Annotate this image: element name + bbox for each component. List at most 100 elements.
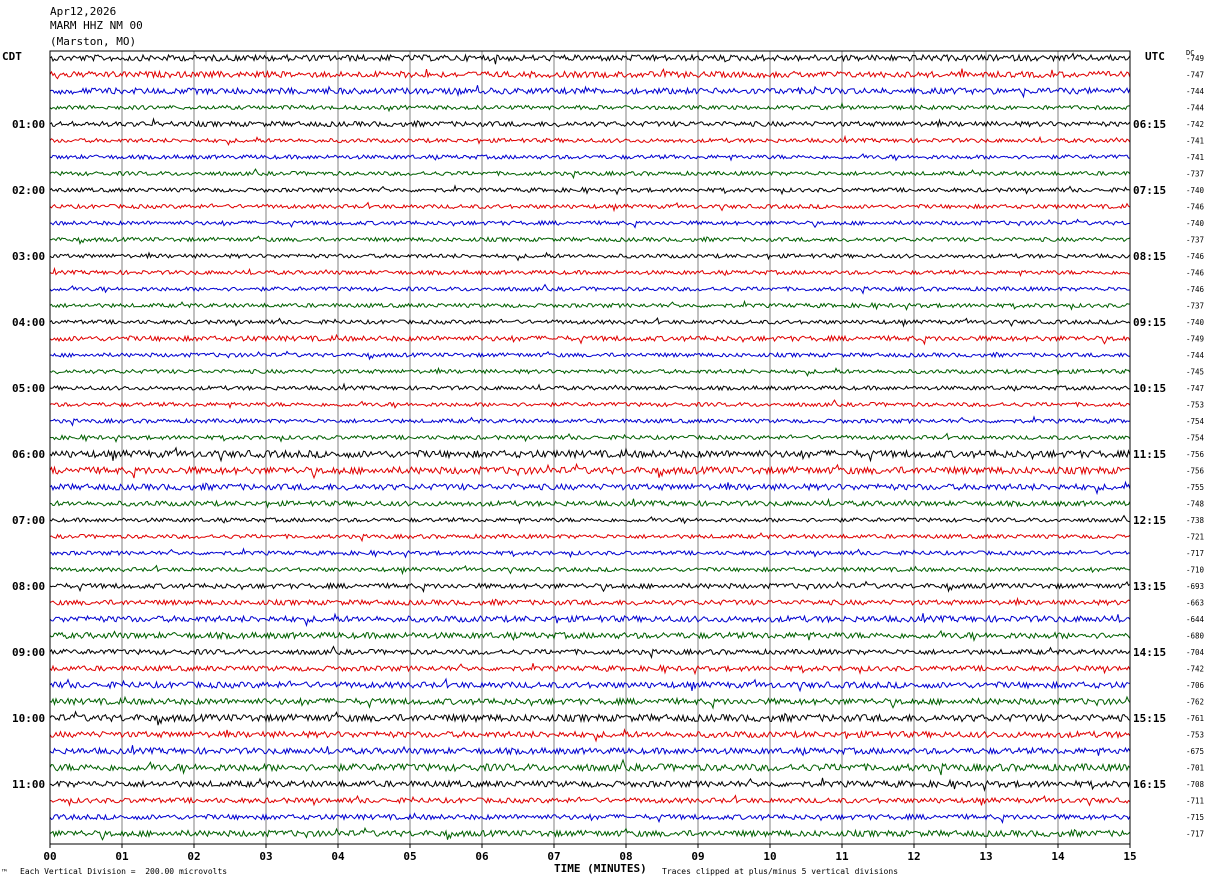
dc-offset-0: -749 — [1186, 54, 1204, 63]
trace-24 — [49, 446, 1131, 463]
dc-offset-3: -744 — [1186, 104, 1205, 113]
dc-offset-33: -663 — [1186, 599, 1204, 608]
dc-offset-27: -748 — [1186, 500, 1205, 509]
right-hour-label-9: 15:15 — [1133, 712, 1166, 725]
trace-36 — [49, 645, 1131, 660]
trace-45 — [49, 794, 1131, 807]
trace-13 — [49, 266, 1131, 278]
trace-34 — [49, 612, 1131, 628]
trace-23 — [49, 432, 1131, 443]
dc-offset-9: -746 — [1186, 203, 1205, 212]
dc-offset-12: -746 — [1186, 252, 1205, 261]
trace-28 — [49, 514, 1131, 525]
trace-8 — [49, 184, 1131, 196]
left-hour-label-3: 04:00 — [12, 316, 45, 329]
trace-27 — [49, 497, 1131, 509]
left-hour-label-6: 07:00 — [12, 514, 45, 527]
trace-30 — [49, 547, 1131, 559]
plot-frame — [49, 50, 1131, 845]
dc-offset-15: -737 — [1186, 302, 1204, 311]
right-hour-label-5: 11:15 — [1133, 448, 1166, 461]
trace-25 — [49, 462, 1131, 480]
x-tick-label-09: 09 — [691, 850, 704, 863]
left-hour-label-2: 03:00 — [12, 250, 45, 263]
dc-offset-21: -753 — [1186, 401, 1204, 410]
trace-33 — [49, 596, 1131, 607]
trace-37 — [49, 663, 1131, 676]
trace-3 — [49, 101, 1130, 113]
trace-9 — [49, 201, 1131, 213]
right-hour-label-2: 08:15 — [1133, 250, 1166, 263]
corner-mark: ™ — [2, 868, 7, 877]
dc-offset-45: -711 — [1186, 797, 1204, 806]
dc-offset-10: -740 — [1186, 219, 1205, 228]
trace-21 — [49, 399, 1131, 410]
dc-offset-7: -737 — [1186, 170, 1204, 179]
x-tick-label-07: 07 — [547, 850, 560, 863]
dc-offset-40: -761 — [1186, 714, 1204, 723]
dc-offset-31: -710 — [1186, 566, 1205, 575]
right-hour-label-6: 12:15 — [1133, 514, 1166, 527]
trace-18 — [49, 350, 1130, 361]
dc-offset-6: -741 — [1186, 153, 1204, 162]
x-tick-label-06: 06 — [475, 850, 489, 863]
dc-offset-20: -747 — [1186, 384, 1204, 393]
x-tick-label-03: 03 — [259, 850, 272, 863]
trace-47 — [49, 826, 1131, 841]
right-hour-label-8: 14:15 — [1133, 646, 1166, 659]
scale-note: Each Vertical Division = 200.00 microvol… — [20, 867, 228, 876]
x-tick-label-14: 14 — [1051, 850, 1065, 863]
trace-20 — [49, 382, 1131, 392]
trace-17 — [49, 333, 1131, 346]
x-tick-label-11: 11 — [835, 850, 849, 863]
trace-31 — [49, 564, 1131, 576]
trace-42 — [49, 745, 1131, 757]
x-tick-label-13: 13 — [979, 850, 992, 863]
dc-offset-34: -644 — [1186, 615, 1205, 624]
trace-6 — [49, 153, 1131, 162]
left-hour-label-8: 09:00 — [12, 646, 45, 659]
dc-offset-18: -744 — [1186, 351, 1205, 360]
dc-offset-23: -754 — [1186, 434, 1205, 443]
right-timezone-label: UTC — [1145, 50, 1165, 63]
dc-offset-13: -746 — [1186, 269, 1205, 278]
x-tick-label-02: 02 — [187, 850, 200, 863]
trace-0 — [49, 52, 1131, 65]
trace-40 — [49, 710, 1131, 726]
trace-4 — [49, 117, 1131, 129]
dc-offset-46: -715 — [1186, 813, 1204, 822]
trace-46 — [49, 812, 1131, 824]
dc-offset-22: -754 — [1186, 417, 1205, 426]
dc-offset-29: -721 — [1186, 533, 1204, 542]
trace-29 — [49, 532, 1131, 543]
dc-offset-47: -717 — [1186, 830, 1204, 839]
trace-11 — [49, 235, 1131, 246]
dc-offset-2: -744 — [1186, 87, 1205, 96]
trace-43 — [49, 758, 1131, 776]
trace-26 — [49, 480, 1131, 496]
dc-offset-28: -738 — [1186, 516, 1205, 525]
trace-12 — [49, 251, 1131, 262]
station-code: MARM HHZ NM 00 — [50, 19, 143, 32]
left-hour-label-0: 01:00 — [12, 118, 45, 131]
left-hour-label-7: 08:00 — [12, 580, 45, 593]
x-tick-label-15: 15 — [1123, 850, 1136, 863]
trace-19 — [49, 366, 1131, 378]
left-hour-label-5: 06:00 — [12, 448, 45, 461]
dc-offset-37: -742 — [1186, 665, 1204, 674]
trace-32 — [49, 580, 1131, 593]
trace-41 — [49, 728, 1131, 743]
dc-offset-39: -762 — [1186, 698, 1204, 707]
dc-offset-32: -693 — [1186, 582, 1204, 591]
x-tick-label-00: 00 — [43, 850, 56, 863]
right-hour-label-4: 10:15 — [1133, 382, 1166, 395]
dc-offset-35: -680 — [1186, 632, 1205, 641]
station-location: (Marston, MO) — [50, 35, 137, 48]
dc-offset-26: -755 — [1186, 483, 1204, 492]
trace-10 — [49, 218, 1131, 229]
dc-offset-1: -747 — [1186, 71, 1204, 80]
dc-offset-44: -708 — [1186, 780, 1205, 789]
dc-header-label: DC — [1186, 49, 1195, 57]
trace-5 — [49, 134, 1131, 147]
